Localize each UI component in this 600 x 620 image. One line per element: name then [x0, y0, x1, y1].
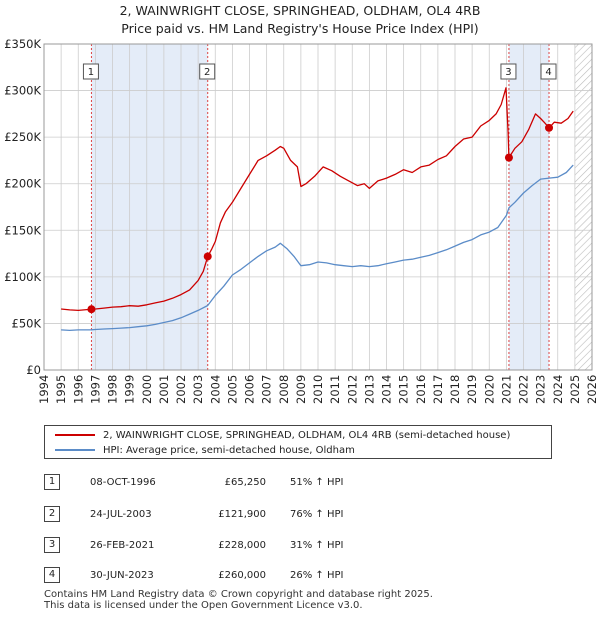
- y-tick-label: £250K: [4, 130, 41, 144]
- y-tick-label: £200K: [4, 177, 41, 191]
- transaction-hpi: 76% ↑ HPI: [290, 509, 344, 520]
- transaction-number: 4: [44, 567, 60, 583]
- y-tick-label: £0: [26, 363, 41, 377]
- x-tick-label: 1997: [88, 375, 102, 404]
- x-tick-label: 2024: [551, 375, 565, 404]
- marker-label: 3: [505, 67, 511, 78]
- x-tick-label: 2012: [345, 375, 359, 404]
- sale-point: [203, 252, 212, 261]
- x-tick-label: 1994: [37, 375, 51, 404]
- y-tick-label: £350K: [4, 37, 41, 51]
- x-tick-label: 2010: [311, 375, 325, 404]
- x-tick-label: 2023: [534, 375, 548, 404]
- x-tick-label: 2007: [260, 375, 274, 404]
- x-tick-label: 2021: [499, 375, 513, 404]
- marker-box: [199, 63, 216, 80]
- x-tick-label: 2003: [191, 375, 205, 404]
- x-tick-label: 2013: [362, 375, 376, 404]
- transaction-date: 08-OCT-1996: [90, 477, 156, 488]
- x-tick-label: 1998: [106, 375, 120, 404]
- marker-label: 4: [545, 67, 551, 78]
- price-chart: 1 2 3 4 £0 £50K £100K £150K £200K £250K £300K £350…: [4, 37, 599, 404]
- x-tick-label: 2004: [208, 375, 222, 404]
- transaction-price: £121,900: [218, 509, 266, 520]
- x-tick-label: 2015: [397, 375, 411, 404]
- hpi-series-line: [61, 164, 574, 332]
- marker-box: [82, 63, 99, 80]
- x-tick-label: 2005: [225, 375, 239, 404]
- marker-box: [500, 63, 517, 80]
- x-tick-label: 1999: [123, 375, 137, 404]
- x-tick-label: 2020: [482, 375, 496, 404]
- plot-frame: [43, 43, 593, 371]
- x-tick-label: 2022: [517, 375, 531, 404]
- x-tick-label: 2011: [328, 375, 342, 404]
- chart-subtitle: Price paid vs. HM Land Registry's House …: [121, 21, 479, 36]
- x-tick-label: 2008: [277, 375, 291, 404]
- legend-swatch-hpi: [55, 449, 95, 451]
- legend-item-hpi: HPI: Average price, semi-detached house,…: [55, 443, 355, 459]
- x-tick-label: 2006: [243, 375, 257, 404]
- marker-label: 1: [88, 67, 94, 78]
- sale-point: [504, 153, 513, 162]
- transaction-price: £228,000: [218, 540, 266, 551]
- sale-point: [87, 305, 96, 314]
- chart-title: 2, WAINWRIGHT CLOSE, SPRINGHEAD, OLDHAM,…: [119, 3, 481, 18]
- x-tick-label: 2014: [380, 375, 394, 404]
- x-tick-label: 2000: [140, 375, 154, 404]
- x-tick-label: 2009: [294, 375, 308, 404]
- y-tick-label: £100K: [4, 270, 41, 284]
- transaction-number: 2: [44, 506, 60, 522]
- transaction-number: 3: [44, 537, 60, 553]
- x-tick-label: 1995: [54, 375, 68, 404]
- shaded-period: [508, 44, 550, 370]
- x-tick-label: 2018: [448, 375, 462, 404]
- transaction-date: 24-JUL-2003: [90, 509, 152, 520]
- x-tick-label: 2026: [585, 375, 599, 404]
- transaction-hpi: 26% ↑ HPI: [290, 570, 344, 581]
- chart-legend: 2, WAINWRIGHT CLOSE, SPRINGHEAD, OLDHAM,…: [44, 425, 552, 459]
- x-tick-label: 2001: [157, 375, 171, 404]
- transaction-hpi: 31% ↑ HPI: [290, 540, 344, 551]
- transaction-price: £260,000: [218, 570, 266, 581]
- x-tick-label: 2002: [174, 375, 188, 404]
- x-tick-label: 1996: [71, 375, 85, 404]
- marker-label: 2: [204, 67, 210, 78]
- sale-point: [545, 123, 554, 132]
- transaction-date: 30-JUN-2023: [90, 570, 154, 581]
- copyright-notice: Contains HM Land Registry data © Crown c…: [44, 589, 433, 600]
- legend-swatch-price: [55, 434, 95, 436]
- transaction-date: 26-FEB-2021: [90, 540, 155, 551]
- legend-item-price: 2, WAINWRIGHT CLOSE, SPRINGHEAD, OLDHAM,…: [55, 428, 510, 444]
- transaction-marker-box: 2: [199, 63, 216, 80]
- transaction-marker-box: 1: [82, 63, 99, 80]
- marker-box: [540, 63, 557, 80]
- price-series-line: [61, 87, 574, 312]
- shaded-period: [91, 44, 208, 370]
- x-tick-label: 2025: [568, 375, 582, 404]
- transaction-number: 1: [44, 474, 60, 490]
- y-tick-label: £300K: [4, 84, 41, 98]
- forecast-hatch: [574, 44, 592, 370]
- y-tick-label: £50K: [12, 316, 42, 330]
- legend-label-price: 2, WAINWRIGHT CLOSE, SPRINGHEAD, OLDHAM,…: [103, 430, 511, 441]
- x-tick-label: 2016: [414, 375, 428, 404]
- transaction-marker-box: 4: [540, 63, 557, 80]
- x-tick-label: 2017: [431, 375, 445, 404]
- licence-notice: This data is licensed under the Open Gov…: [44, 600, 363, 611]
- transaction-marker-box: 3: [500, 63, 517, 80]
- transaction-hpi: 51% ↑ HPI: [290, 477, 344, 488]
- legend-label-hpi: HPI: Average price, semi-detached house,…: [103, 445, 355, 456]
- y-tick-label: £150K: [4, 223, 41, 237]
- x-tick-label: 2019: [465, 375, 479, 404]
- transaction-price: £65,250: [224, 477, 266, 488]
